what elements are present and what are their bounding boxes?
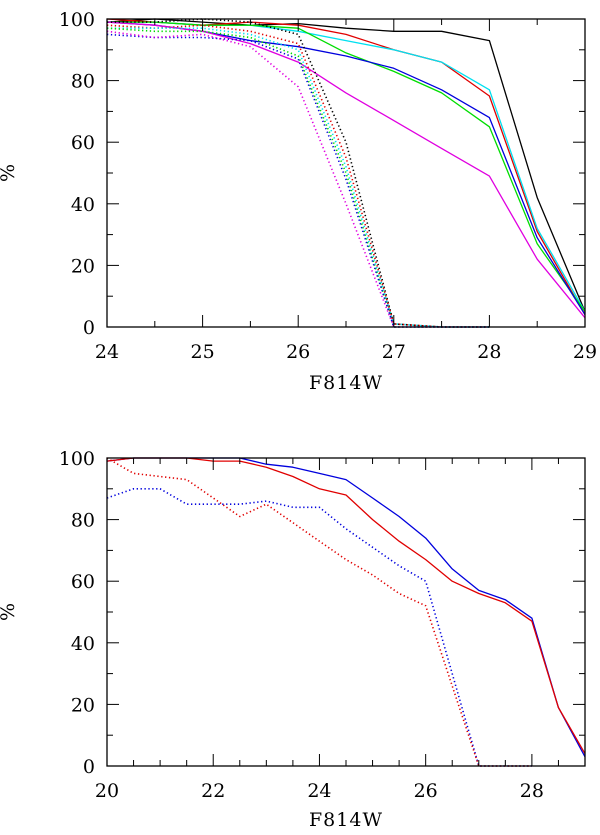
chart1-y-tick-label: 40 [71, 194, 95, 216]
chart1-series-1-line [106, 18, 586, 312]
chart1-y-axis-title: % [0, 164, 19, 182]
chart1-y-tick-label: 20 [71, 255, 95, 277]
chart2-x-tick-label: 28 [520, 780, 544, 802]
chart1-series-8-line [106, 24, 490, 328]
chart2-series-3-line [106, 487, 532, 767]
chart1-x-tick-label: 24 [95, 341, 119, 363]
chart2-plot-frame [106, 457, 586, 767]
chart2-y-tick-label: 100 [59, 448, 95, 470]
chart2-x-tick-label: 20 [95, 780, 119, 802]
chart1-series-11-line [106, 33, 490, 328]
chart2-x-axis-title: F814W [309, 809, 383, 830]
chart2-series-1-line [106, 457, 586, 758]
chart2-x-tick-label: 26 [414, 780, 438, 802]
chart1-y-tick-label: 80 [71, 71, 95, 93]
chart1-series-5-line [106, 21, 586, 316]
chart1-x-tick-label: 26 [286, 341, 310, 363]
chart2-y-tick-label: 20 [71, 694, 95, 716]
chart1-plot-frame [106, 18, 586, 328]
chart1-x-tick-label: 28 [477, 341, 501, 363]
chart2-x-tick-label: 24 [307, 780, 331, 802]
chart1-y-tick-label: 0 [83, 317, 95, 339]
chart2-y-tick-label: 80 [71, 510, 95, 532]
chart1-y-tick-label: 100 [59, 9, 95, 31]
chart1-series-6-line [106, 21, 586, 319]
chart2-y-tick-label: 60 [71, 571, 95, 593]
chart1-y-tick-label: 60 [71, 132, 95, 154]
chart1-series-4-line [107, 21, 586, 312]
chart2-series-4-line [106, 457, 532, 767]
chart1-series-10-line [106, 27, 490, 328]
chart1-series-7-line [107, 18, 490, 328]
chart1-x-tick-label: 27 [382, 341, 406, 363]
chart1-series-9-line [107, 27, 490, 328]
chart1-x-tick-label: 29 [573, 341, 597, 363]
chart2-y-tick-label: 0 [83, 756, 95, 778]
chart1-x-axis-title: F814W [309, 372, 383, 394]
chart1-x-tick-label: 25 [191, 341, 215, 363]
chart2-y-axis-title: % [0, 603, 19, 621]
chart2-x-tick-label: 22 [201, 780, 225, 802]
chart1-series-12-line [106, 30, 490, 328]
chart2-y-tick-label: 40 [71, 633, 95, 655]
